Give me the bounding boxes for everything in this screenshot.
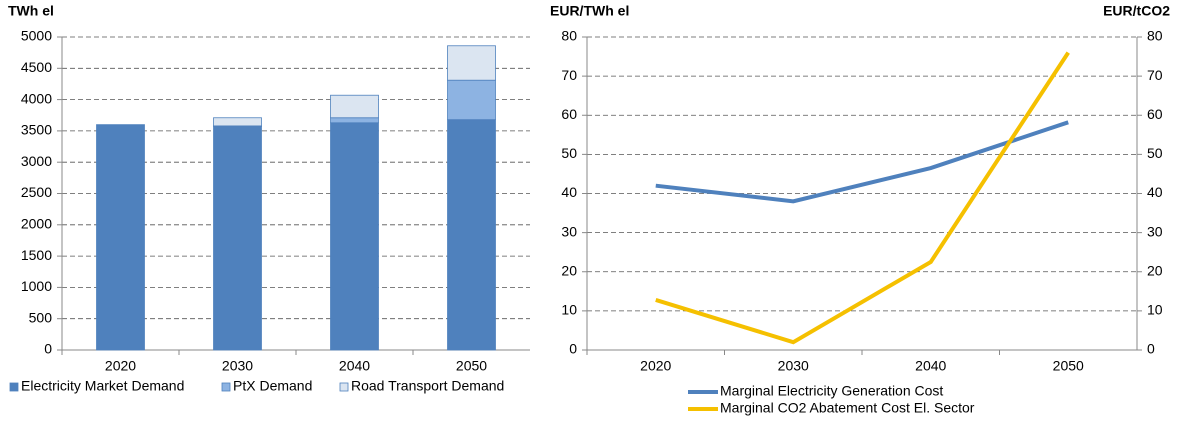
y-tick-label: 0 [569,341,577,357]
x-tick-label: 2030 [222,358,253,374]
y-tick-label: 50 [561,145,577,161]
y2-axis-title: EUR/tCO2 [1103,3,1170,19]
y-tick-label: 10 [561,302,577,318]
legend-label: Road Transport Demand [351,378,504,394]
y-tick-label: 70 [561,67,577,83]
y2-tick-label: 60 [1147,106,1163,122]
x-tick-label: 2040 [339,358,370,374]
line-series [655,51,1070,345]
legend-label: Marginal CO2 Abatement Cost El. Sector [720,400,975,416]
bar-segment [330,122,379,351]
y-tick-label: 4000 [21,90,52,106]
y-tick-label: 30 [561,223,577,239]
bar-segment [447,119,496,351]
bar-segment [330,94,379,119]
y2-tick-label: 70 [1147,67,1163,83]
y2-tick-label: 10 [1147,302,1163,318]
legend-swatch [339,382,349,392]
x-tick-label: 2020 [640,358,671,374]
y-tick-label: 20 [561,262,577,278]
bar-segment [213,117,262,127]
legend-swatch [221,382,231,392]
y-tick-label: 1000 [21,278,52,294]
y2-tick-label: 30 [1147,223,1163,239]
line-series [655,120,1069,204]
bar-segment [447,79,496,121]
y-tick-label: 3000 [21,153,52,169]
y-tick-label: 3500 [21,122,52,138]
bar-segment [96,124,145,351]
y2-tick-label: 20 [1147,262,1163,278]
legend-swatch [9,382,19,392]
bar-segment [447,45,496,81]
bar-segment [213,126,262,351]
y-tick-label: 4500 [21,59,52,75]
x-tick-label: 2050 [1053,358,1084,374]
y-tick-label: 2500 [21,184,52,200]
y-tick-label: 500 [29,309,53,325]
x-tick-label: 2030 [778,358,809,374]
y2-tick-label: 0 [1147,341,1155,357]
bar-segment [330,117,379,124]
x-tick-label: 2040 [915,358,946,374]
x-tick-label: 2050 [456,358,487,374]
x-tick-label: 2020 [105,358,136,374]
y-tick-label: 0 [44,341,52,357]
y-tick-label: 1500 [21,247,52,263]
y-tick-label: 5000 [21,28,52,44]
y-tick-label: 40 [561,184,577,200]
y-tick-label: 60 [561,106,577,122]
y2-tick-label: 40 [1147,184,1163,200]
legend-label: PtX Demand [233,378,312,394]
y-axis-title: TWh el [8,3,54,19]
y-tick-label: 2000 [21,216,52,232]
y-axis-title: EUR/TWh el [550,3,629,19]
y-tick-label: 80 [561,28,577,44]
y2-tick-label: 80 [1147,28,1163,44]
legend-label: Marginal Electricity Generation Cost [720,383,943,399]
y2-tick-label: 50 [1147,145,1163,161]
legend-label: Electricity Market Demand [21,378,184,394]
